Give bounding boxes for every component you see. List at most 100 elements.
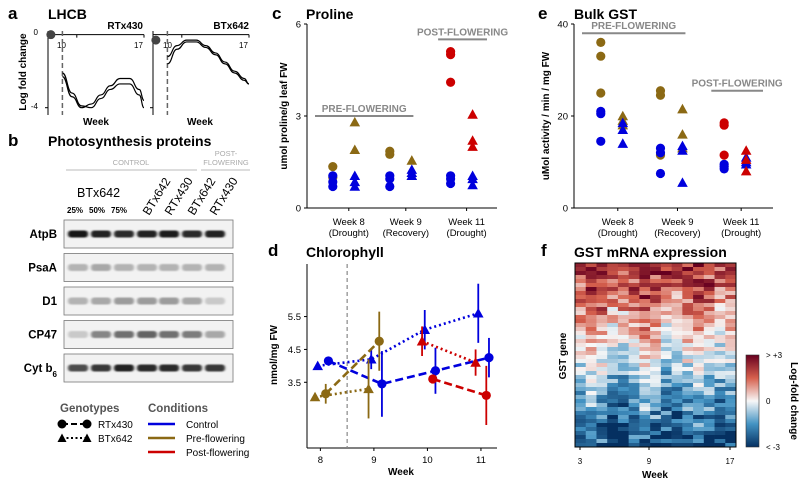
- heatmap-cell: [596, 375, 608, 380]
- series-line: [314, 387, 369, 399]
- heatmap-cell: [607, 271, 619, 276]
- panel-a-sub-btx642: BTx642 10 17 Week: [150, 21, 250, 128]
- panel-d-xlabel: Week: [388, 467, 414, 478]
- blot-band: [91, 331, 111, 338]
- heatmap-cell: [617, 347, 629, 352]
- heatmap-cell: [671, 331, 683, 336]
- heatmap-cell: [682, 331, 694, 336]
- heatmap-cell: [671, 407, 683, 412]
- heatmap-cell: [596, 315, 608, 320]
- heatmap-cell: [617, 407, 629, 412]
- heatmap-cell: [703, 395, 715, 400]
- panel-letter-a: a: [8, 4, 18, 23]
- heatmap-cell: [650, 435, 662, 440]
- heatmap-cell: [703, 359, 715, 364]
- heatmap-cell: [575, 303, 587, 308]
- heatmap-cell: [693, 303, 705, 308]
- heatmap-cell: [650, 399, 662, 404]
- data-point: [677, 140, 688, 151]
- heatmap-cell: [703, 439, 715, 444]
- xtick-label-line: Week 8: [333, 217, 365, 228]
- heatmap-cell: [628, 331, 640, 336]
- heatmap-cell: [617, 411, 629, 416]
- heatmap-cell: [693, 375, 705, 380]
- heatmap-cell: [714, 363, 726, 368]
- heatmap-cell: [596, 427, 608, 432]
- data-point: [312, 360, 323, 371]
- heatmap-cell: [671, 275, 683, 280]
- blot-band: [137, 331, 157, 338]
- ytick-label: 3: [296, 112, 301, 123]
- heatmap-cell: [596, 399, 608, 404]
- heatmap-cell: [585, 443, 597, 448]
- heatmap-cell: [639, 311, 651, 316]
- blot-band: [68, 331, 88, 338]
- heatmap-cell: [725, 275, 737, 280]
- data-point: [617, 138, 629, 148]
- heatmap-cell: [628, 307, 640, 312]
- data-point: [719, 159, 729, 169]
- heatmap-cell: [650, 347, 662, 352]
- heatmap-cell: [596, 407, 608, 412]
- xtick-label: 9: [371, 455, 376, 466]
- series-line: [432, 377, 487, 397]
- heatmap-cell: [596, 435, 608, 440]
- heatmap-cell: [607, 383, 619, 388]
- heatmap-cell: [714, 411, 726, 416]
- heatmap-cell: [639, 411, 651, 416]
- heatmap-cell: [617, 327, 629, 332]
- heatmap-cell: [671, 367, 683, 372]
- heatmap-cell: [714, 395, 726, 400]
- heatmap-cell: [682, 311, 694, 316]
- heatmap-cell: [585, 287, 597, 292]
- heatmap-cell: [714, 367, 726, 372]
- heatmap-cell: [650, 299, 662, 304]
- heatmap-cell: [714, 407, 726, 412]
- data-point: [323, 356, 334, 366]
- heatmap-cell: [628, 347, 640, 352]
- heatmap-cell: [596, 299, 608, 304]
- heatmap-cell: [671, 339, 683, 344]
- heatmap-cell: [650, 287, 662, 292]
- heatmap-cell: [607, 439, 619, 444]
- heatmap-cell: [703, 267, 715, 272]
- heatmap-cell: [682, 411, 694, 416]
- heatmap-cell: [585, 263, 597, 268]
- heatmap-cell: [703, 279, 715, 284]
- xtick-label: Week 8 (Drought): [598, 217, 638, 239]
- heatmap-cell: [639, 263, 651, 268]
- heatmap-cell: [660, 439, 672, 444]
- blot-band: [91, 264, 111, 271]
- heatmap-cell: [596, 335, 608, 340]
- heatmap-cell: [693, 359, 705, 364]
- data-point: [349, 144, 361, 154]
- colorbar-label: Log-fold change: [788, 362, 799, 440]
- heatmap-cell: [628, 267, 640, 272]
- xtick-label-line: (Drought): [598, 228, 638, 239]
- heatmap-cell: [682, 291, 694, 296]
- heatmap-cell: [660, 411, 672, 416]
- data-point: [419, 324, 431, 334]
- data-point: [719, 150, 729, 160]
- panel-title-c: Proline: [306, 6, 354, 22]
- blot-protein-label: Cyt b6: [24, 363, 58, 379]
- heatmap-cell: [575, 331, 587, 336]
- heatmap-cell: [575, 391, 587, 396]
- heatmap-cell: [607, 291, 619, 296]
- heatmap-cell: [650, 335, 662, 340]
- heatmap-cell: [671, 411, 683, 416]
- heatmap-cell: [596, 303, 608, 308]
- heatmap-cell: [617, 379, 629, 384]
- heatmap-cell: [725, 431, 737, 436]
- legend-conditions-title: Conditions: [148, 403, 208, 415]
- heatmap-cell: [703, 327, 715, 332]
- panel-a-ylabel: Log fold change: [18, 33, 29, 111]
- heatmap-cell: [693, 311, 705, 316]
- heatmap-cell: [617, 431, 629, 436]
- heatmap-cell: [596, 431, 608, 436]
- heatmap-cell: [628, 411, 640, 416]
- heatmap-cell: [617, 271, 629, 276]
- data-point: [349, 170, 361, 181]
- heatmap-cell: [650, 315, 662, 320]
- heatmap-cell: [693, 387, 705, 392]
